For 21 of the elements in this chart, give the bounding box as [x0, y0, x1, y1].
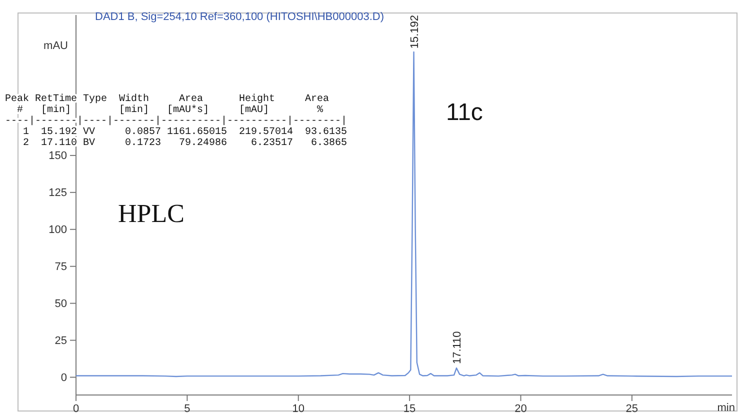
y-tick-label: 100 — [48, 224, 67, 236]
y-tick-label: 25 — [54, 334, 67, 347]
chart-title: DAD1 B, Sig=254,10 Ref=360,100 (HITOSHI\HB000003.D) — [95, 11, 384, 23]
y-tick-label: 75 — [54, 260, 67, 273]
annotation: 11c — [446, 99, 483, 126]
annotation: 15.192 — [408, 14, 421, 49]
y-axis-title: mAU — [44, 40, 68, 52]
annotation: # [min] [min] [mAU*s] [mAU] % — [5, 104, 324, 116]
x-tick-label: 0 — [72, 402, 80, 413]
x-tick-label: 20 — [514, 402, 527, 413]
y-tick-label: 0 — [60, 372, 67, 384]
x-tick-label: 25 — [626, 402, 638, 413]
x-tick-label: 10 — [292, 402, 304, 413]
x-tick-label: 5 — [184, 402, 190, 413]
x-axis-title: min — [717, 402, 735, 413]
x-tick-label: 15 — [403, 402, 416, 413]
annotation: HPLC — [118, 199, 184, 228]
y-tick-label: 150 — [48, 150, 67, 162]
y-tick-label: 125 — [48, 186, 67, 199]
y-tick-label: 50 — [54, 298, 67, 310]
annotation: 17.110 — [451, 331, 464, 364]
